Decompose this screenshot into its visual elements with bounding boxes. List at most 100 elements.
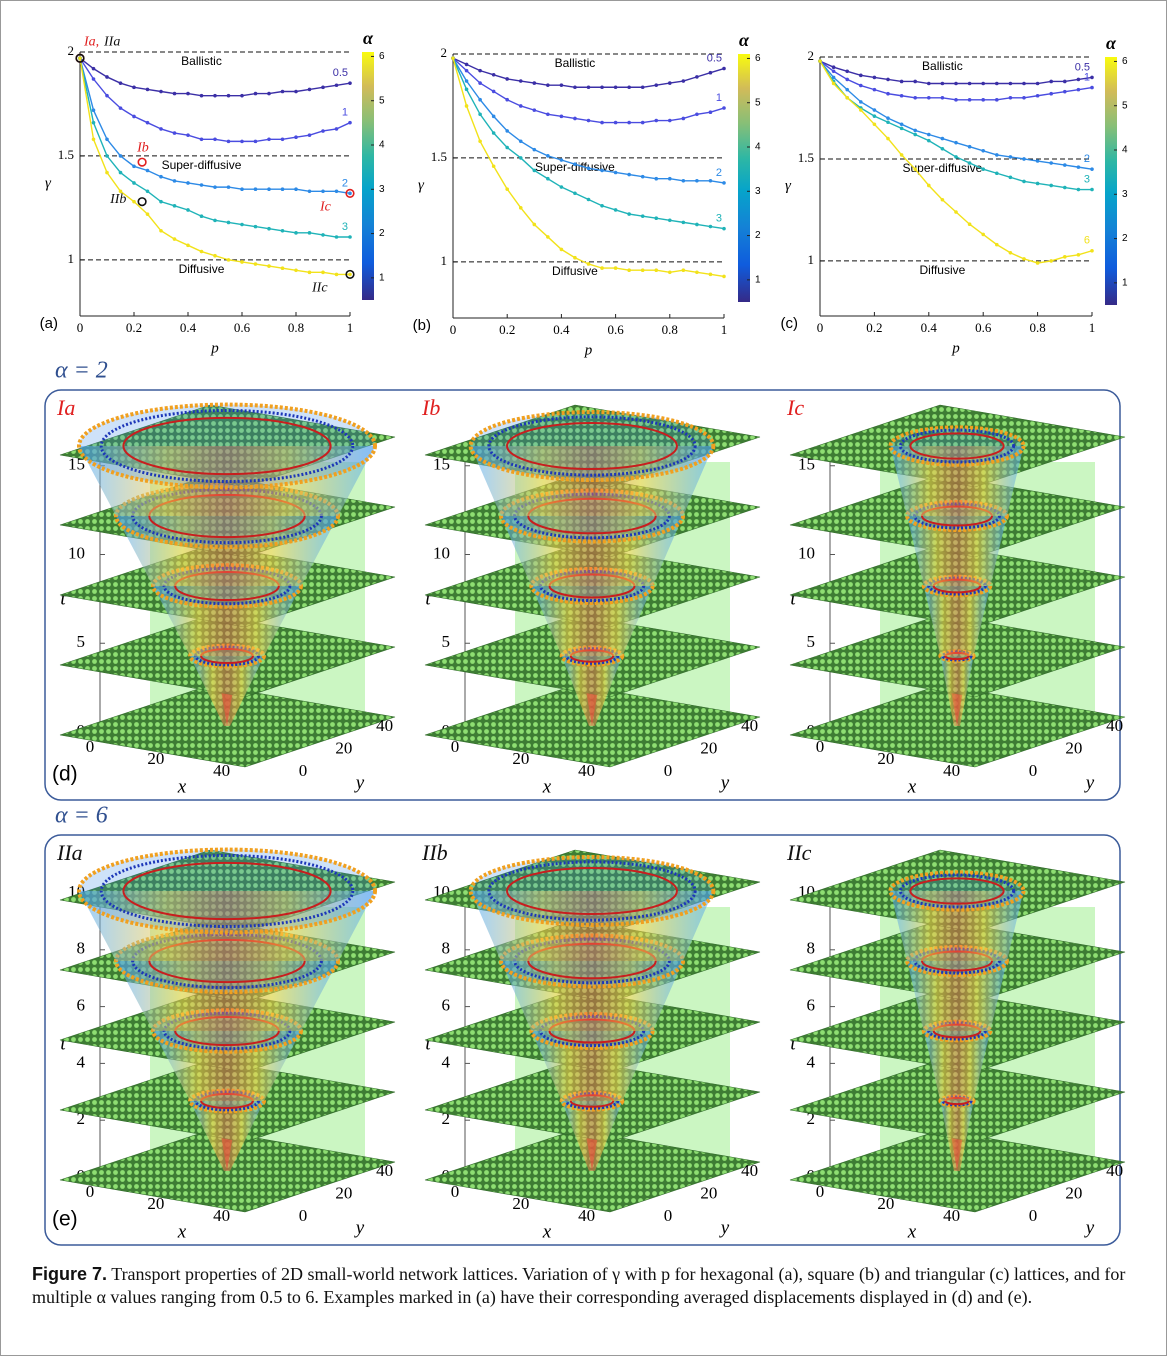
data-point: [954, 98, 958, 102]
colorbar-tick-label: 6: [1122, 56, 1128, 67]
data-point: [586, 85, 591, 90]
data-point: [845, 87, 849, 92]
t-tick-label: 6: [442, 996, 451, 1015]
data-point: [654, 268, 659, 272]
data-point: [105, 137, 109, 142]
y-tick-label: 2: [808, 48, 815, 63]
y-tick-label: 40: [741, 1161, 758, 1180]
data-point: [899, 122, 904, 127]
ring: [506, 866, 678, 916]
data-point: [886, 91, 890, 96]
colorbar-label: α: [739, 30, 750, 50]
data-point: [105, 75, 109, 79]
y-tick-label: 0: [664, 1206, 673, 1225]
data-point: [586, 166, 591, 171]
data-point: [1049, 183, 1053, 188]
x-tick-label: 0: [86, 1182, 95, 1201]
marker: [137, 157, 147, 167]
data-point: [253, 139, 258, 144]
data-point: [668, 270, 672, 275]
t-axis-label: t: [790, 588, 796, 609]
marker: [75, 53, 85, 63]
data-point: [240, 139, 244, 144]
data-point: [1063, 185, 1067, 190]
marker-label: IIa: [103, 34, 120, 49]
data-point: [132, 114, 136, 119]
x-tick-label: 0.6: [607, 322, 624, 337]
x-tick-label: 20: [512, 749, 529, 768]
data-point: [321, 189, 325, 194]
colorbar-tick-label: 4: [755, 142, 761, 153]
data-point: [899, 93, 904, 98]
data-point: [1022, 179, 1026, 184]
data-point: [559, 185, 564, 189]
data-point: [240, 222, 244, 227]
spread-cone: [116, 961, 338, 1031]
data-point: [668, 118, 672, 123]
spread-cone: [907, 516, 1007, 586]
data-point: [818, 59, 822, 63]
data-point: [240, 260, 244, 264]
data-point: [1035, 93, 1040, 98]
reference-label: Ballistic: [922, 59, 963, 73]
data-point: [722, 106, 726, 110]
spread-cone: [116, 516, 338, 586]
spread-cone: [531, 586, 653, 656]
data-point: [954, 140, 958, 145]
data-point: [668, 81, 672, 85]
colorbar-tick-label: 3: [379, 184, 385, 195]
data-point: [695, 270, 699, 275]
reference-label: Super-diffusive: [162, 158, 242, 172]
series-line: [79, 57, 351, 143]
series-line: [452, 57, 725, 230]
colorbar-tick-label: 5: [1122, 100, 1128, 111]
data-point: [1008, 175, 1013, 180]
ring: [487, 860, 697, 922]
data-point: [91, 120, 96, 125]
data-point: [1022, 157, 1026, 161]
data-point: [451, 56, 455, 60]
colorbar-tick-label: 2: [379, 228, 385, 239]
data-point: [253, 224, 258, 229]
x-tick-label: 40: [943, 1206, 960, 1225]
y-tick-label: 1.5: [798, 150, 814, 165]
data-point: [145, 168, 150, 173]
t-tick-label: 8: [442, 939, 451, 958]
data-point: [1049, 91, 1053, 96]
data-point: [546, 176, 550, 181]
spread-cone: [531, 1031, 653, 1101]
y-tick-label: 0: [299, 1206, 308, 1225]
data-point: [1008, 250, 1013, 255]
data-point: [600, 203, 604, 208]
data-point: [940, 81, 945, 86]
data-point: [91, 66, 96, 71]
x-tick-label: 0.8: [1029, 320, 1045, 335]
x-tick-label: 0: [817, 320, 824, 335]
y-tick-label: 0: [1029, 761, 1038, 780]
data-point: [573, 255, 577, 260]
data-point: [886, 116, 890, 120]
data-point: [981, 149, 985, 153]
series-line: [79, 58, 350, 238]
data-point: [640, 85, 645, 90]
x-tick-label: 0: [86, 737, 95, 756]
spread-cone: [940, 656, 974, 726]
data-point: [940, 136, 945, 141]
y-tick-label: 0: [299, 761, 308, 780]
data-point: [321, 85, 325, 90]
spread-cone: [561, 656, 623, 726]
data-point: [1090, 248, 1094, 253]
y-axis-label: y: [354, 772, 365, 793]
data-point: [627, 212, 631, 216]
t-tick-label: 15: [433, 455, 450, 474]
data-point: [627, 172, 631, 177]
data-point: [172, 179, 177, 183]
x-tick-label: 0.6: [234, 320, 251, 335]
y-tick-label: 1: [808, 252, 815, 267]
y-tick-label: 1.5: [58, 147, 74, 162]
t-tick-label: 15: [68, 455, 85, 474]
data-point: [213, 93, 217, 98]
subpanel-title: Ia: [56, 395, 75, 420]
x-tick-label: 20: [512, 1194, 529, 1213]
